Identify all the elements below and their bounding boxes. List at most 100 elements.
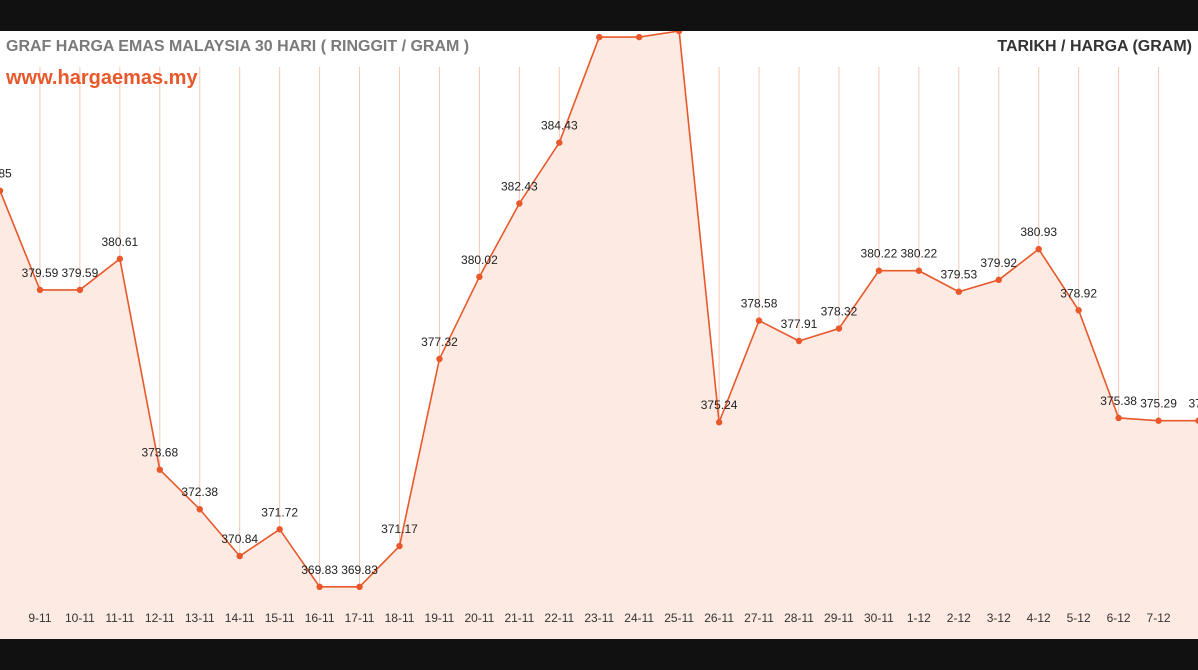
- data-point: [276, 526, 283, 533]
- x-axis-ticks: 9-11 10-11 11-11 12-11 13-11 14-11 15-11 16-11 1…: [28, 611, 1170, 625]
- data-label: 378.32: [821, 305, 858, 319]
- data-label: 379.92: [980, 256, 1017, 270]
- data-point: [1075, 307, 1082, 314]
- x-tick-label: 7-12: [1147, 611, 1171, 625]
- data-label: 377.32: [421, 335, 458, 349]
- x-tick-label: 22-11: [544, 611, 574, 625]
- x-tick-label: 17-11: [345, 611, 375, 625]
- x-tick-label: 26-11: [704, 611, 734, 625]
- x-tick-label: 19-11: [425, 611, 455, 625]
- data-label: 2.85: [0, 167, 12, 181]
- data-point: [1155, 417, 1162, 424]
- price-area-fill: [0, 31, 1198, 639]
- data-point: [1195, 417, 1198, 424]
- x-tick-label: 5-12: [1067, 611, 1091, 625]
- data-point: [0, 187, 4, 194]
- data-point: [755, 317, 763, 324]
- x-tick-label: 15-11: [265, 611, 295, 625]
- x-tick-label: 18-11: [385, 611, 415, 625]
- data-label: 375: [1188, 397, 1198, 411]
- x-tick-label: 11-11: [105, 611, 134, 625]
- x-tick-label: 14-11: [225, 611, 255, 625]
- data-point: [915, 267, 923, 274]
- price-area: [0, 31, 1198, 639]
- x-tick-label: 23-11: [584, 611, 614, 625]
- x-tick-label: 16-11: [305, 611, 335, 625]
- data-point: [236, 552, 243, 560]
- data-point: [36, 286, 44, 294]
- x-tick-label: 30-11: [864, 611, 894, 625]
- data-label: 382.43: [501, 179, 538, 193]
- top-black-band: [0, 0, 1198, 31]
- data-point: [556, 139, 563, 146]
- x-tick-label: 24-11: [624, 611, 654, 625]
- x-tick-label: 4-12: [1027, 611, 1051, 625]
- bottom-black-band: [0, 639, 1198, 670]
- x-tick-label: 25-11: [664, 611, 694, 625]
- data-label: 378.58: [741, 297, 778, 311]
- site-watermark[interactable]: www.hargaemas.my: [6, 67, 198, 89]
- data-label: 373.68: [141, 446, 178, 460]
- x-tick-label: 21-11: [504, 611, 534, 625]
- x-tick-label: 2-12: [947, 611, 971, 625]
- data-label: 369.83: [301, 563, 338, 577]
- axis-legend-label: TARIKH / HARGA (GRAM): [997, 38, 1192, 55]
- x-tick-label: 3-12: [987, 611, 1011, 625]
- x-tick-label: 10-11: [65, 611, 95, 625]
- x-tick-label: 20-11: [464, 611, 494, 625]
- x-tick-label: 9-11: [28, 611, 51, 625]
- data-point: [675, 31, 683, 35]
- data-point: [995, 276, 1002, 284]
- data-label: 372.38: [181, 485, 218, 499]
- chart-title: GRAF HARGA EMAS MALAYSIA 30 HARI ( RINGG…: [6, 38, 470, 55]
- data-point: [356, 583, 363, 591]
- data-label: 369.83: [341, 563, 378, 577]
- data-point: [636, 33, 643, 41]
- x-tick-label: 29-11: [824, 611, 854, 625]
- x-tick-label: 1-12: [907, 611, 931, 625]
- data-point: [1115, 414, 1122, 422]
- data-label: 380.22: [861, 247, 898, 261]
- x-tick-label: 27-11: [744, 611, 774, 625]
- data-label: 375.29: [1140, 397, 1177, 411]
- data-label: 380.61: [101, 235, 138, 249]
- data-point: [116, 255, 124, 263]
- data-label: 379.53: [940, 268, 977, 282]
- data-point: [76, 286, 84, 294]
- data-point: [835, 325, 843, 332]
- data-point: [955, 288, 962, 295]
- data-point: [436, 355, 443, 363]
- data-point: [795, 337, 803, 345]
- data-label: 380.02: [461, 253, 498, 267]
- data-label: 375.24: [701, 398, 738, 412]
- data-label: 371.17: [381, 522, 418, 536]
- data-label: 379.59: [62, 266, 99, 280]
- x-tick-label: 13-11: [185, 611, 215, 625]
- data-label: 384.43: [541, 119, 578, 133]
- x-tick-label: 6-12: [1107, 611, 1131, 625]
- data-point: [596, 33, 603, 41]
- data-label: 377.91: [781, 317, 818, 331]
- data-point: [875, 267, 883, 274]
- data-label: 379.59: [22, 266, 59, 280]
- data-label: 370.84: [221, 532, 258, 546]
- data-label: 378.92: [1060, 286, 1097, 300]
- x-tick-label: 12-11: [145, 611, 175, 625]
- data-point: [1035, 245, 1042, 253]
- data-point: [396, 542, 403, 550]
- data-point: [316, 583, 323, 591]
- data-point: [476, 273, 483, 281]
- data-point: [196, 506, 203, 513]
- data-point: [715, 419, 723, 426]
- data-point: [156, 466, 163, 473]
- data-label: 380.22: [900, 247, 937, 261]
- data-label: 380.93: [1020, 225, 1057, 239]
- data-label: 371.72: [261, 505, 298, 519]
- data-label: 375.38: [1100, 394, 1137, 408]
- x-tick-label: 28-11: [784, 611, 814, 625]
- data-point: [516, 200, 523, 207]
